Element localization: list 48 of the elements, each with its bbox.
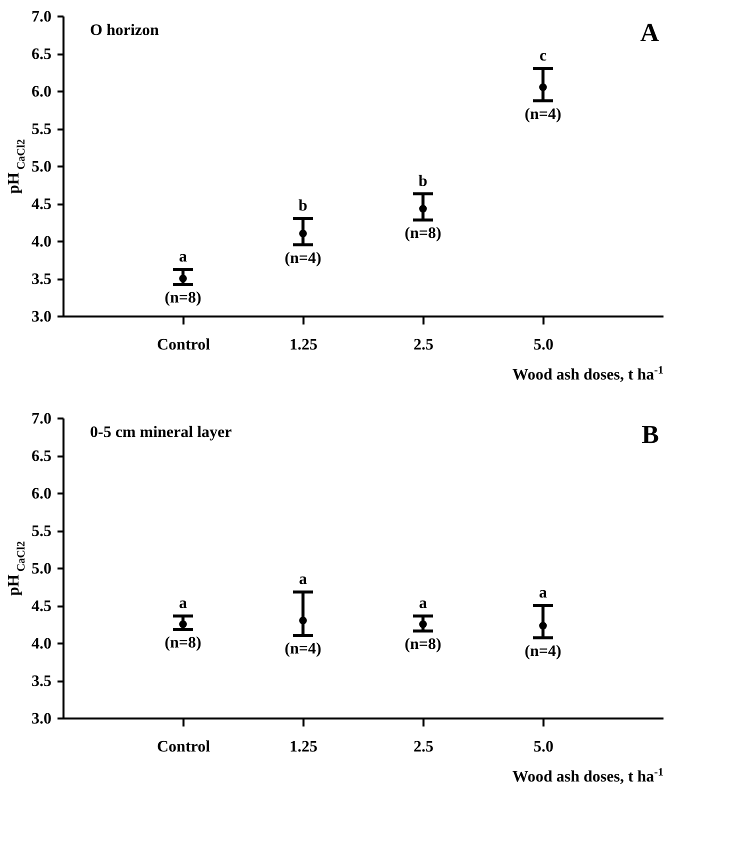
- annotation: a: [179, 595, 187, 612]
- x-tick-label: 1.25: [290, 336, 318, 354]
- y-tick-label: 3.0: [32, 710, 52, 728]
- x-tick-label: 2.5: [414, 336, 434, 354]
- annotation: a: [179, 248, 187, 266]
- annotation: (n=4): [524, 106, 562, 123]
- annotation: (n=4): [284, 640, 322, 658]
- chart-title: O horizon: [90, 22, 159, 39]
- y-tick-label: 7.0: [32, 8, 52, 26]
- annotation: (n=8): [164, 634, 202, 652]
- annotation: (n=8): [404, 636, 442, 653]
- y-tick-label: 6.5: [32, 46, 52, 63]
- annotation: a: [539, 584, 547, 602]
- y-tick-label: 6.0: [32, 84, 52, 100]
- annotation: (n=8): [164, 290, 202, 306]
- y-tick-label: 5.0: [32, 560, 52, 578]
- y-tick-label: 3.5: [32, 271, 52, 288]
- chart-title: 0-5 cm mineral layer: [90, 424, 232, 441]
- y-tick-label: 3.0: [32, 308, 52, 326]
- x-tick-label: 2.5: [414, 738, 434, 756]
- y-tick-label: 6.0: [32, 486, 52, 502]
- y-tick-label: 4.0: [32, 234, 52, 250]
- annotation: A: [640, 18, 660, 47]
- annotation: c: [539, 48, 547, 64]
- annotation: a: [419, 595, 427, 612]
- y-tick-label: 5.0: [32, 158, 52, 176]
- annotation: B: [642, 420, 659, 449]
- y-tick-label: 7.0: [32, 410, 52, 428]
- x-tick-label: 5.0: [534, 336, 554, 354]
- annotation: a: [299, 571, 307, 588]
- x-tick-label: 5.0: [534, 738, 554, 756]
- annotation: b: [298, 198, 308, 214]
- y-tick-label: 4.0: [32, 636, 52, 652]
- x-axis-title: Wood ash doses, t ha$^{-1}$: [512, 766, 664, 786]
- x-axis-title: Wood ash doses, t ha$^{-1}$: [512, 364, 664, 384]
- annotation: (n=4): [524, 642, 562, 660]
- x-tick-label: Control: [156, 738, 211, 756]
- x-tick-label: Control: [156, 336, 211, 354]
- y-tick-label: 4.5: [32, 598, 52, 615]
- annotation: (n=8): [404, 225, 442, 242]
- y-tick-label: 6.5: [32, 448, 52, 465]
- annotation: (n=4): [284, 250, 322, 267]
- annotation: b: [418, 172, 428, 190]
- x-tick-label: 1.25: [290, 738, 318, 756]
- y-tick-label: 3.5: [32, 673, 52, 690]
- y-tick-label: 4.5: [32, 196, 52, 213]
- y-tick-label: 5.5: [32, 121, 52, 138]
- y-tick-label: 5.5: [32, 523, 52, 540]
